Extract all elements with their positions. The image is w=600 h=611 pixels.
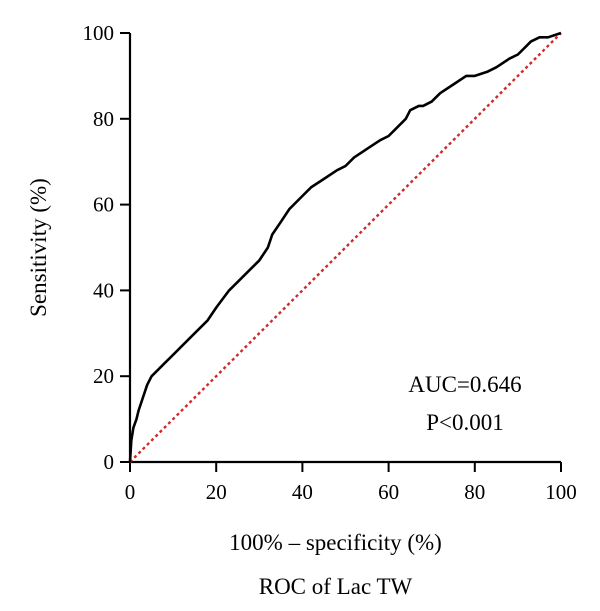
x-tick-label: 80 — [464, 480, 485, 504]
y-tick-label: 40 — [93, 278, 114, 302]
x-tick-label: 40 — [292, 480, 313, 504]
x-axis-title: 100% – specificity (%) — [229, 530, 442, 555]
y-tick-label: 60 — [93, 193, 114, 217]
axes — [128, 33, 561, 464]
y-tick-label: 80 — [93, 107, 114, 131]
roc-curve-line — [128, 31, 562, 463]
x-tick-label: 60 — [378, 480, 399, 504]
auc-annotation: AUC=0.646 — [408, 372, 521, 397]
x-tick-label: 100 — [545, 480, 577, 504]
x-tick-label: 20 — [206, 480, 227, 504]
p-value-annotation: P<0.001 — [426, 410, 504, 435]
y-tick-label: 0 — [104, 450, 115, 474]
chart-caption: ROC of Lac TW — [259, 574, 413, 599]
reference-diagonal-line — [129, 32, 562, 463]
x-tick-label: 0 — [125, 480, 136, 504]
y-tick-label: 20 — [93, 364, 114, 388]
series — [128, 31, 562, 463]
y-tick-label: 100 — [83, 21, 115, 45]
ticks: 0 20 40 60 80 100 0 20 40 60 80 100 — [83, 21, 577, 504]
y-axis-title: Sensitivity (%) — [26, 178, 51, 317]
